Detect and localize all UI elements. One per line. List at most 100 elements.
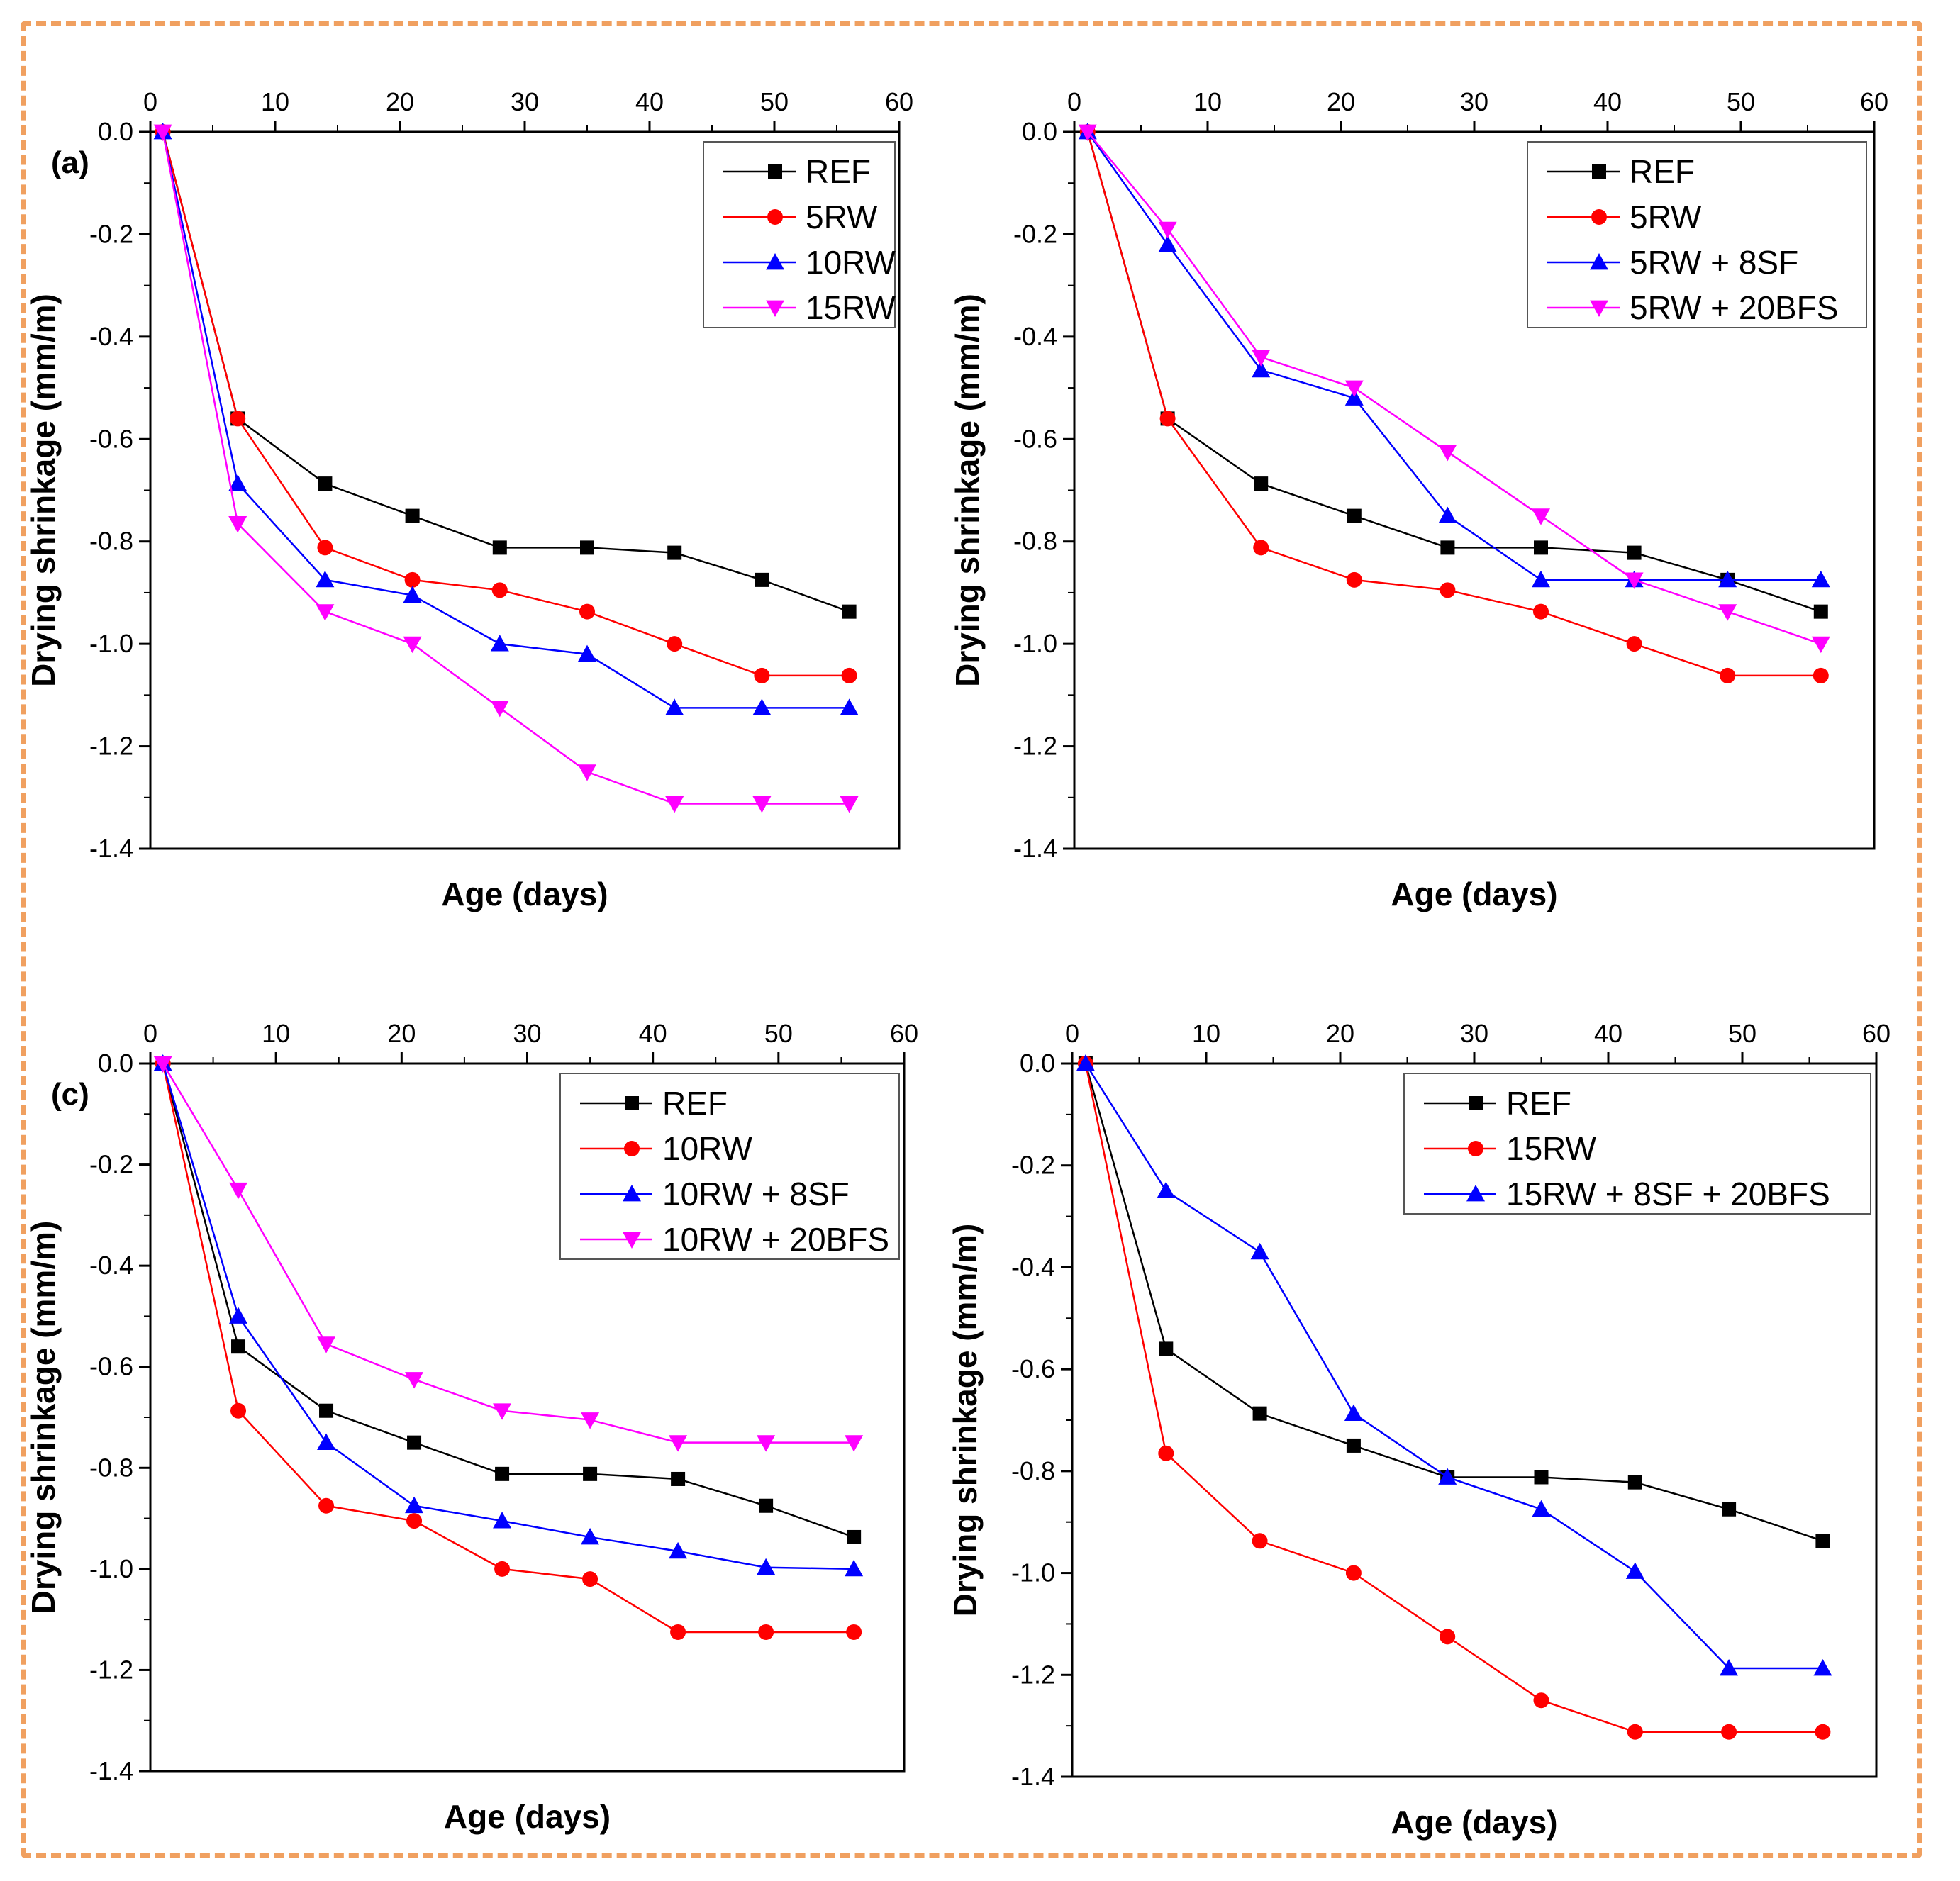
data-point: [1347, 508, 1362, 523]
legend-label: REF: [1630, 153, 1695, 190]
series-ref: [155, 1056, 862, 1544]
data-point: [755, 572, 769, 587]
series-10rw-20bfs: [153, 1056, 864, 1452]
y-tick-label: -1.4: [89, 1756, 133, 1785]
legend-marker: [623, 1185, 641, 1202]
data-point: [1158, 1445, 1174, 1461]
data-point: [1346, 571, 1362, 588]
y-tick-label: -1.4: [1013, 834, 1057, 863]
data-point: [1811, 636, 1830, 654]
y-tick-label: -1.0: [89, 1554, 133, 1583]
data-point: [316, 570, 335, 588]
data-point: [1440, 582, 1456, 598]
data-point: [665, 698, 684, 715]
figure-border: [21, 21, 1922, 1858]
data-point: [1157, 1181, 1176, 1199]
series-15rw: [1077, 1056, 1831, 1740]
legend-label: REF: [662, 1085, 728, 1122]
y-tick-label: 0.0: [1022, 117, 1057, 146]
data-point: [1532, 1500, 1551, 1517]
legend-marker: [624, 1141, 640, 1156]
x-tick-label: 40: [635, 87, 664, 116]
data-point: [1813, 667, 1829, 683]
chart-panel-a: 0 10 20 30 40 50 60 0.0 -0.2 -0.4 -0.6 -0.8 -1.0 -1.2…: [25, 87, 913, 912]
data-point: [1721, 1724, 1737, 1740]
data-point: [1252, 360, 1271, 378]
data-point: [405, 508, 420, 523]
y-axis-label: Drying shrinkage (mm/m): [949, 294, 986, 687]
panel-letter: (c): [51, 1077, 89, 1112]
data-point: [318, 476, 333, 491]
data-point: [1534, 540, 1548, 555]
data-point: [319, 1403, 334, 1418]
legend-label: 5RW: [806, 199, 878, 235]
data-point: [1718, 604, 1737, 621]
data-point: [670, 1624, 686, 1640]
series-5rw-20bfs: [1078, 124, 1830, 654]
data-point: [1625, 572, 1644, 589]
data-point: [1076, 1054, 1095, 1071]
data-point: [667, 636, 683, 652]
y-tick-label: -0.6: [89, 424, 133, 453]
x-tick-label: 60: [885, 87, 913, 116]
series-15rw: [153, 124, 859, 813]
y-tick-label: -1.0: [1011, 1558, 1055, 1587]
y-tick-label: -1.2: [1011, 1660, 1055, 1689]
data-point: [1718, 570, 1737, 588]
data-point: [847, 1529, 862, 1544]
data-point: [1159, 1341, 1174, 1356]
x-axis-label: Age (days): [444, 1798, 611, 1835]
data-point: [403, 636, 422, 654]
data-point: [493, 1403, 512, 1420]
y-tick-label: -0.4: [1011, 1252, 1055, 1281]
legend-box: [559, 1073, 900, 1260]
x-tick-label: 30: [513, 1019, 541, 1048]
data-point: [1440, 540, 1455, 555]
y-tick-label: -1.4: [1011, 1762, 1055, 1791]
x-tick-label: 10: [262, 1019, 290, 1048]
legend-marker: [1466, 1185, 1485, 1202]
data-point: [491, 582, 508, 598]
data-point: [1722, 1502, 1737, 1517]
x-tick-label: 50: [760, 87, 789, 116]
data-point: [1253, 540, 1269, 556]
legend-label: 15RW + 8SF + 20BFS: [1506, 1176, 1830, 1212]
data-point: [1720, 667, 1736, 683]
data-point: [494, 1561, 511, 1577]
legend-marker: [1469, 1096, 1483, 1110]
legend-label: 10RW: [662, 1130, 753, 1167]
data-point: [153, 124, 172, 141]
legend: REF 5RW 5RW + 8SF 5RW + 20BFS: [1527, 141, 1867, 328]
data-point: [229, 1182, 248, 1200]
data-point: [583, 1466, 598, 1481]
data-point: [492, 540, 507, 555]
legend-label: 10RW: [806, 244, 896, 281]
data-point: [1438, 444, 1457, 462]
x-tick-label: 60: [1862, 1019, 1891, 1048]
data-point: [1815, 1724, 1831, 1740]
legend: REF 15RW 15RW + 8SF + 20BFS: [1403, 1073, 1871, 1215]
data-point: [581, 1527, 600, 1545]
data-point: [665, 796, 684, 813]
data-point: [1532, 508, 1550, 525]
data-point: [228, 516, 247, 533]
y-tick-label: -0.6: [1013, 424, 1057, 453]
data-point: [759, 1498, 774, 1513]
legend-label: 5RW + 20BFS: [1630, 289, 1838, 326]
data-point: [405, 1372, 424, 1389]
series-10rw-8sf: [153, 1054, 864, 1577]
legend-label: 10RW + 20BFS: [662, 1221, 889, 1258]
data-point: [404, 571, 421, 588]
data-point: [752, 698, 772, 715]
data-point: [1346, 1438, 1361, 1453]
data-point: [671, 1471, 686, 1486]
x-tick-label: 20: [386, 87, 414, 116]
data-point: [318, 1497, 335, 1514]
data-point: [317, 1433, 336, 1451]
x-tick-label: 0: [143, 1019, 157, 1048]
y-tick-label: -1.0: [1013, 629, 1057, 658]
legend-box: [1527, 141, 1867, 328]
data-point: [1720, 1658, 1739, 1676]
legend-label: 15RW: [806, 289, 896, 326]
